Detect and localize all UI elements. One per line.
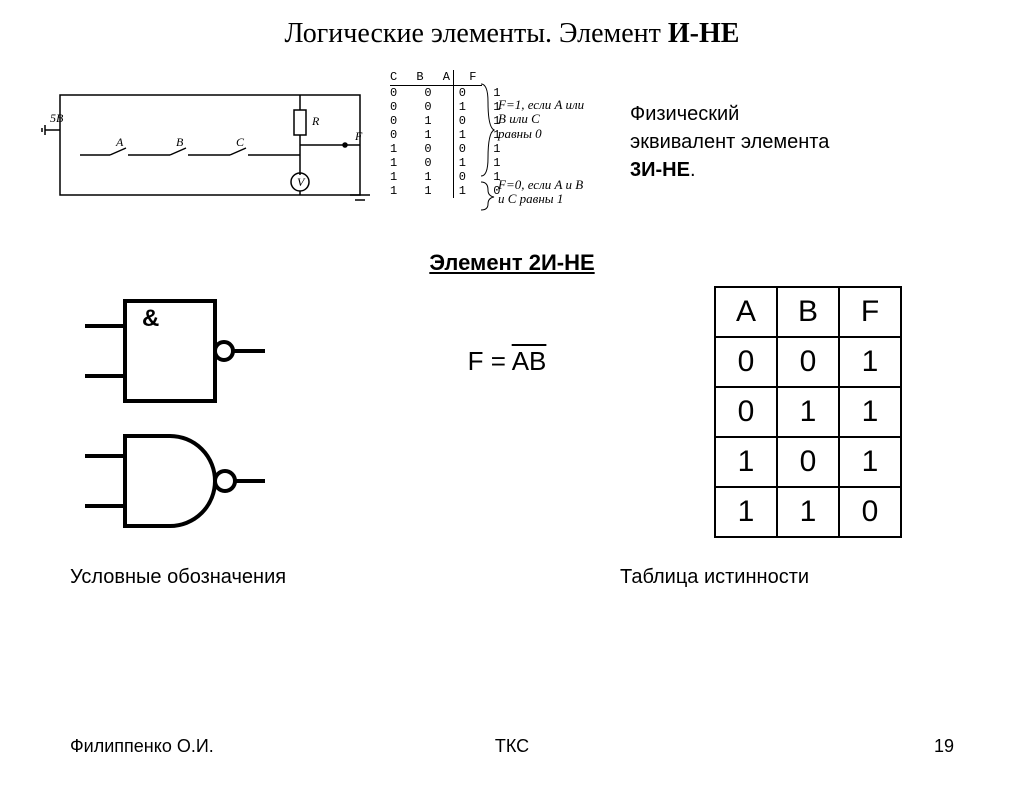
truth-cell: 0: [839, 487, 901, 537]
truth-cell: 1: [777, 487, 839, 537]
switch-a-label: A: [115, 135, 124, 149]
truth-cell: 1: [715, 437, 777, 487]
truth-table: ABF 001011101110: [714, 286, 954, 538]
footer: Филиппенко О.И. ТКС 19: [0, 736, 1024, 757]
voltmeter-label: V: [297, 175, 306, 189]
truth-header-cell: B: [777, 287, 839, 337]
formula-overlined: AB: [512, 346, 547, 376]
truth-header-cell: F: [839, 287, 901, 337]
truth-cell: 0: [715, 337, 777, 387]
truth-cell: 0: [777, 437, 839, 487]
side-text-line1: Физический: [630, 100, 829, 128]
brace-text-bottom: F=0, если A и B и C равны 1: [498, 178, 583, 207]
truth-cell: 1: [839, 387, 901, 437]
side-text: Физический эквивалент элемента 3И-НЕ.: [630, 100, 829, 184]
truth-header-cell: A: [715, 287, 777, 337]
voltage-label: 5B: [50, 111, 64, 125]
title-prefix: Логические элементы. Элемент: [285, 18, 668, 49]
nand-ansi-icon: [70, 416, 270, 546]
nand-gost-icon: &: [70, 286, 270, 416]
small-tt-header: C B A F: [390, 70, 482, 86]
switch-c-label: C: [236, 135, 245, 149]
truth-cell: 0: [777, 337, 839, 387]
caption-symbols: Условные обозначения: [70, 566, 430, 589]
formula: F = AB: [300, 346, 714, 377]
truth-cell: 1: [777, 387, 839, 437]
mid-row: & F = AB ABF 001011101110: [0, 286, 1024, 546]
side-text-line2: эквивалент элемента: [630, 128, 829, 156]
footer-author: Филиппенко О.И.: [70, 736, 365, 757]
footer-page: 19: [659, 736, 954, 757]
truth-cell: 1: [839, 337, 901, 387]
truth-row: 001: [715, 337, 901, 387]
f-label: F: [354, 129, 363, 143]
caption-table: Таблица истинности: [620, 566, 809, 589]
truth-row: 110: [715, 487, 901, 537]
gate-symbols: &: [70, 286, 300, 546]
brace-text-top: F=1, если A или B или C равны 0: [498, 98, 584, 141]
formula-lhs: F =: [468, 346, 512, 376]
r-label: R: [311, 114, 320, 128]
truth-cell: 1: [839, 437, 901, 487]
captions-row: Условные обозначения Таблица истинности: [0, 566, 1024, 589]
page-title: Логические элементы. Элемент И-НЕ: [0, 18, 1024, 50]
side-text-period: .: [690, 159, 696, 181]
gate-amp-label: &: [142, 305, 159, 332]
truth-cell: 0: [715, 387, 777, 437]
top-row: 5B R F A B C V C B A F 0 0 0 10 0 1 10 1…: [0, 70, 1024, 220]
truth-row: 011: [715, 387, 901, 437]
section-title: Элемент 2И-НЕ: [0, 250, 1024, 276]
footer-course: ТКС: [365, 736, 660, 757]
small-truth-table: C B A F 0 0 0 10 0 1 10 1 0 10 1 1 11 0 …: [390, 70, 600, 220]
side-text-bold: 3И-НЕ: [630, 159, 690, 181]
title-bold: И-НЕ: [668, 18, 740, 49]
truth-cell: 1: [715, 487, 777, 537]
truth-row: 101: [715, 437, 901, 487]
switch-b-label: B: [176, 135, 184, 149]
circuit-diagram: 5B R F A B C V: [40, 70, 380, 220]
